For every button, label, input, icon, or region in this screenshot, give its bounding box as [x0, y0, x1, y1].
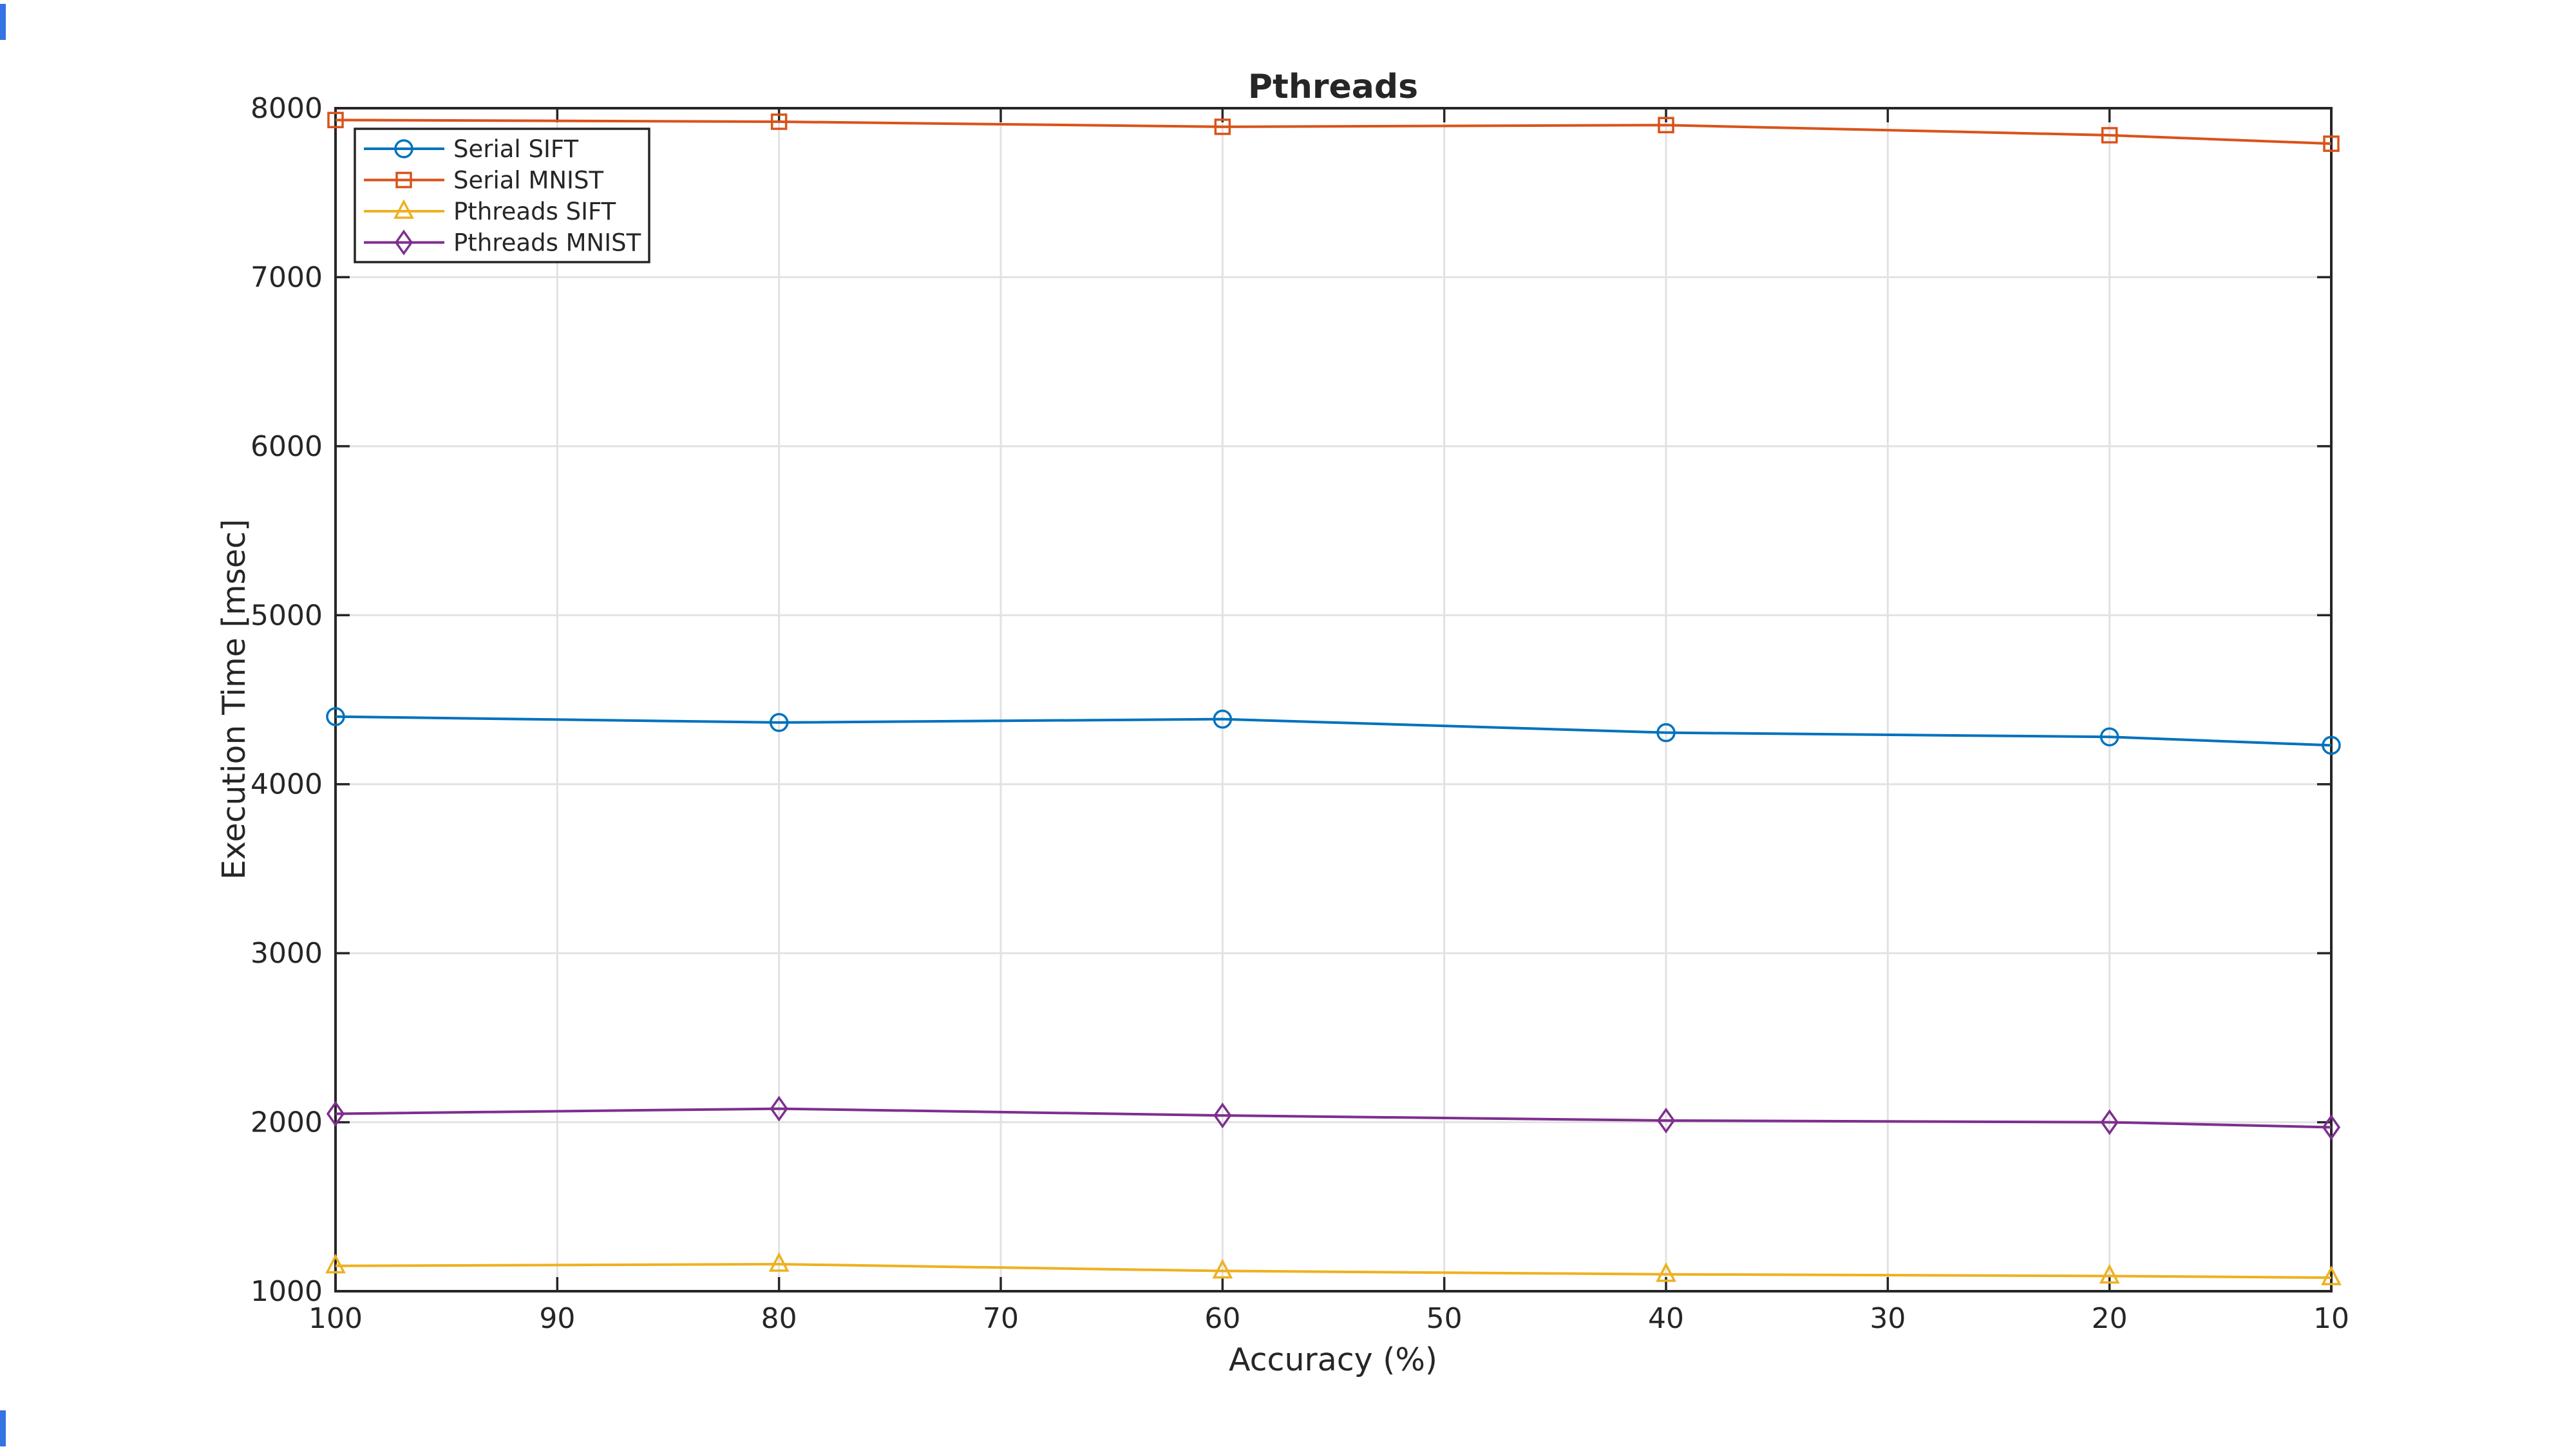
- y-tick-label: 8000: [251, 92, 323, 125]
- series-pthreads-mnist: [326, 1095, 2341, 1141]
- diamond-marker: [1213, 1103, 1232, 1129]
- screen-edge-artifact-bottom: [0, 1410, 6, 1446]
- y-tick-label: 4000: [251, 768, 323, 801]
- legend-label: Serial MNIST: [453, 167, 603, 194]
- circle-marker: [2099, 727, 2119, 746]
- square-marker: [395, 171, 412, 189]
- plot-border: [334, 107, 2333, 1293]
- square-marker: [1658, 117, 1674, 133]
- circle-marker: [1213, 709, 1233, 729]
- triangle-marker: [1656, 1262, 1676, 1282]
- diamond-marker: [770, 1095, 788, 1122]
- circle-marker: [769, 713, 789, 732]
- legend-label: Pthreads MNIST: [453, 229, 641, 257]
- square-marker: [1214, 118, 1231, 135]
- x-tick-label: 40: [1648, 1302, 1684, 1335]
- y-tick-label: 1000: [251, 1275, 323, 1308]
- y-axis-label: Execution Time [msec]: [216, 519, 252, 880]
- circle-marker: [1656, 723, 1676, 743]
- x-tick-label: 50: [1426, 1302, 1463, 1335]
- diamond-marker: [326, 1101, 345, 1127]
- diamond-marker: [394, 229, 413, 256]
- series-line: [335, 715, 2332, 747]
- legend-label: Pthreads SIFT: [453, 198, 616, 225]
- y-tick-label: 5000: [251, 599, 323, 632]
- series-pthreads-sift: [325, 1252, 2342, 1285]
- series-line: [335, 118, 2332, 146]
- y-tick-label: 6000: [251, 430, 323, 463]
- triangle-marker: [393, 199, 414, 219]
- legend-item-pthreads-sift: Pthreads SIFT: [364, 198, 616, 225]
- data-series-layer: [325, 111, 2342, 1285]
- x-tick-label: 10: [2313, 1302, 2349, 1335]
- chart-title: Pthreads: [1248, 68, 1418, 106]
- diamond-marker: [2322, 1114, 2341, 1141]
- triangle-marker: [2099, 1264, 2120, 1284]
- circle-marker: [394, 139, 413, 158]
- legend-label: Serial SIFT: [453, 135, 578, 163]
- x-tick-label: 20: [2092, 1302, 2128, 1335]
- circle-marker: [2322, 735, 2341, 755]
- series-line: [335, 1263, 2332, 1280]
- square-marker: [2101, 127, 2118, 144]
- triangle-marker: [768, 1252, 790, 1272]
- triangle-marker: [2321, 1265, 2342, 1285]
- legend-items: Serial SIFT Serial MNIST Pthreads SIFT Pthr…: [364, 135, 641, 257]
- square-marker: [327, 111, 344, 129]
- y-tick-label: 2000: [251, 1106, 323, 1139]
- series-serial-sift: [326, 706, 2341, 755]
- legend-item-serial-sift: Serial SIFT: [364, 135, 578, 163]
- triangle-marker: [325, 1253, 346, 1274]
- x-tick-label: 70: [983, 1302, 1019, 1335]
- y-tick-label: 3000: [251, 937, 323, 970]
- legend-item-pthreads-mnist: Pthreads MNIST: [364, 229, 641, 257]
- x-tick-label: 30: [1870, 1302, 1906, 1335]
- x-axis-label: Accuracy (%): [1229, 1341, 1437, 1378]
- x-tick-label: 60: [1204, 1302, 1240, 1335]
- triangle-marker: [1212, 1258, 1233, 1279]
- screen-edge-artifact-top: [0, 4, 6, 40]
- legend: Serial SIFT Serial MNIST Pthreads SIFT Pthr…: [354, 128, 650, 263]
- tick-labels: 100 90 80 70 60 50 40 30 20 10 1000 2000 3000 4000 500…: [251, 92, 2349, 1335]
- square-marker: [770, 113, 788, 130]
- y-tick-label: 7000: [251, 261, 323, 294]
- x-tick-label: 100: [308, 1302, 363, 1335]
- square-marker: [2323, 135, 2340, 152]
- circle-marker: [326, 706, 345, 726]
- diamond-marker: [2100, 1109, 2119, 1135]
- x-tick-label: 90: [539, 1302, 575, 1335]
- legend-item-serial-mnist: Serial MNIST: [364, 167, 603, 194]
- legend-box: [354, 128, 650, 263]
- grid-lines: [336, 108, 2331, 1291]
- x-tick-label: 80: [761, 1302, 797, 1335]
- series-line: [335, 1107, 2332, 1129]
- series-serial-mnist: [327, 111, 2340, 152]
- diamond-marker: [1656, 1107, 1676, 1133]
